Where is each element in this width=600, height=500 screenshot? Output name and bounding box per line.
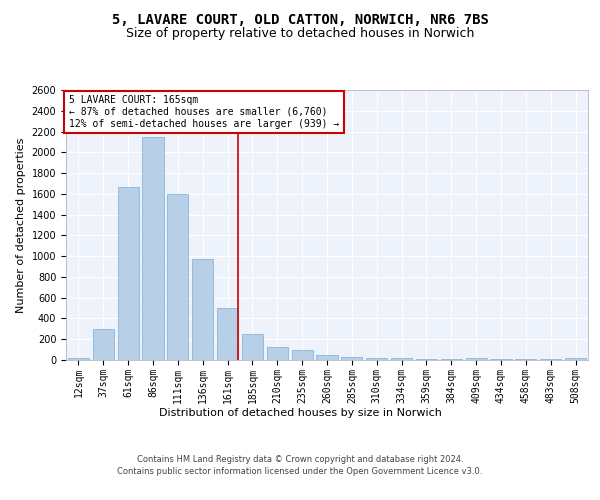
Text: Size of property relative to detached houses in Norwich: Size of property relative to detached ho… [126, 28, 474, 40]
Bar [316, 355, 338, 360]
Bar [93, 329, 114, 360]
Bar [242, 334, 263, 360]
Bar [366, 358, 387, 360]
Bar [391, 358, 412, 360]
Bar [167, 194, 188, 360]
Text: Contains public sector information licensed under the Open Government Licence v3: Contains public sector information licen… [118, 468, 482, 476]
Y-axis label: Number of detached properties: Number of detached properties [16, 138, 26, 312]
Text: Distribution of detached houses by size in Norwich: Distribution of detached houses by size … [158, 408, 442, 418]
Bar [68, 358, 89, 360]
Bar [341, 357, 362, 360]
Bar [118, 186, 139, 360]
Bar [466, 358, 487, 360]
Bar [217, 308, 238, 360]
Text: 5, LAVARE COURT, OLD CATTON, NORWICH, NR6 7BS: 5, LAVARE COURT, OLD CATTON, NORWICH, NR… [112, 12, 488, 26]
Bar [565, 358, 586, 360]
Text: 5 LAVARE COURT: 165sqm
← 87% of detached houses are smaller (6,760)
12% of semi-: 5 LAVARE COURT: 165sqm ← 87% of detached… [68, 96, 339, 128]
Bar [142, 136, 164, 360]
Bar [292, 350, 313, 360]
Bar [267, 347, 288, 360]
Text: Contains HM Land Registry data © Crown copyright and database right 2024.: Contains HM Land Registry data © Crown c… [137, 455, 463, 464]
Bar [192, 260, 213, 360]
